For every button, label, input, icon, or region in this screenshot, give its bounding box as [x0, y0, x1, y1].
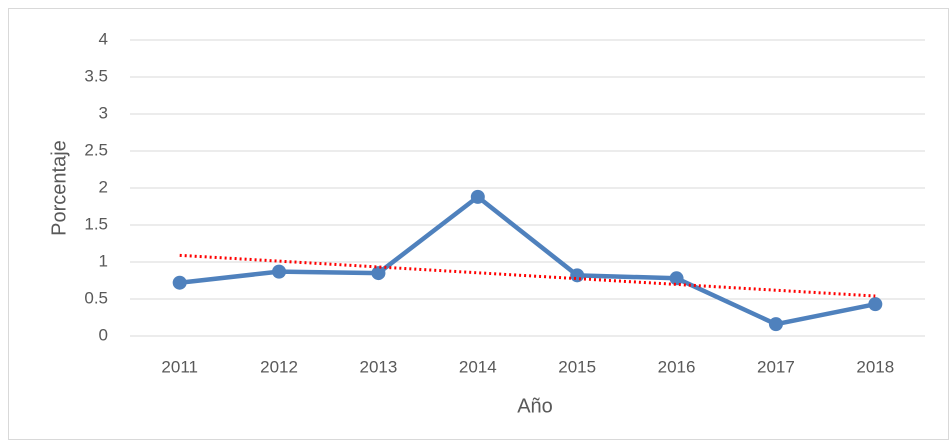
data-point — [470, 189, 485, 204]
y-tick-label: 3 — [99, 103, 108, 122]
data-line — [179, 194, 876, 327]
x-tick-label: 2015 — [558, 357, 596, 376]
data-point — [371, 266, 386, 281]
x-tick-label: 2017 — [757, 357, 795, 376]
data-point — [669, 271, 684, 286]
x-tick-label: 2011 — [161, 357, 198, 376]
data-point — [768, 317, 783, 332]
y-tick-label: 1.5 — [84, 214, 108, 233]
y-tick-label: 2 — [99, 177, 108, 196]
y-tick-label: 3.5 — [84, 66, 108, 85]
x-tick-label: 2012 — [260, 357, 298, 376]
y-tick-label: 0.5 — [84, 288, 108, 307]
y-tick-label: 2.5 — [84, 140, 108, 159]
data-point — [172, 275, 187, 290]
y-axis-title: Porcentaje — [48, 140, 70, 236]
y-tick-label: 4 — [99, 29, 108, 48]
data-point — [272, 264, 287, 279]
x-axis-title: Año — [517, 395, 553, 417]
y-tick-label: 1 — [99, 251, 108, 270]
x-tick-label: 2016 — [658, 357, 696, 376]
trend-line — [179, 253, 876, 298]
x-tick-label: 2018 — [856, 357, 894, 376]
y-tick-label: 0 — [99, 325, 108, 344]
x-tick-label: 2014 — [459, 357, 497, 376]
x-tick-label: 2013 — [360, 357, 398, 376]
chart-frame — [8, 8, 949, 440]
data-point — [570, 268, 585, 283]
data-point — [868, 297, 883, 312]
